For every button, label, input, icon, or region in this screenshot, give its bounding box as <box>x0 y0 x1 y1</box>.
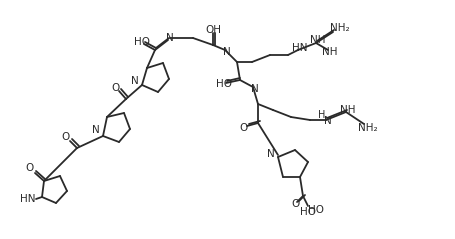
Text: NH: NH <box>340 105 356 115</box>
Text: O: O <box>26 163 34 173</box>
Text: HO: HO <box>216 79 232 89</box>
Text: HO: HO <box>300 207 316 217</box>
Text: N: N <box>324 116 332 126</box>
Text: O: O <box>240 123 248 133</box>
Text: N: N <box>251 84 259 94</box>
Text: HN: HN <box>20 194 36 204</box>
Text: HO: HO <box>308 205 324 215</box>
Text: N: N <box>223 47 231 57</box>
Text: NH₂: NH₂ <box>358 123 378 133</box>
Text: O: O <box>111 83 119 93</box>
Text: HN: HN <box>292 43 308 53</box>
Text: NH: NH <box>310 35 326 45</box>
Text: O: O <box>291 199 299 209</box>
Text: N: N <box>131 76 139 86</box>
Text: O: O <box>61 132 69 142</box>
Text: NH₂: NH₂ <box>330 23 350 33</box>
Text: H: H <box>318 110 326 120</box>
Text: N: N <box>92 125 100 135</box>
Text: HO: HO <box>134 37 150 47</box>
Text: OH: OH <box>205 25 221 35</box>
Text: N: N <box>267 149 275 159</box>
Text: NH: NH <box>322 47 338 57</box>
Text: N: N <box>166 33 174 43</box>
